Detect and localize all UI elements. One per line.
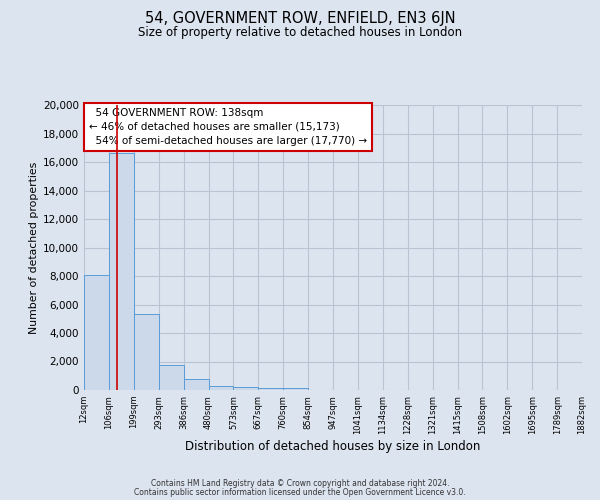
Bar	[109, 154, 134, 390]
Bar	[233, 387, 259, 390]
Text: Contains HM Land Registry data © Crown copyright and database right 2024.: Contains HM Land Registry data © Crown c…	[151, 479, 449, 488]
Bar	[283, 388, 308, 390]
Text: 54 GOVERNMENT ROW: 138sqm
← 46% of detached houses are smaller (15,173)
  54% of: 54 GOVERNMENT ROW: 138sqm ← 46% of detac…	[89, 108, 367, 146]
Bar	[159, 365, 184, 390]
Bar	[209, 386, 233, 390]
Text: 54, GOVERNMENT ROW, ENFIELD, EN3 6JN: 54, GOVERNMENT ROW, ENFIELD, EN3 6JN	[145, 11, 455, 26]
Bar	[84, 274, 109, 390]
Text: Size of property relative to detached houses in London: Size of property relative to detached ho…	[138, 26, 462, 39]
Bar	[184, 378, 209, 390]
Bar	[134, 314, 159, 390]
Bar	[259, 388, 283, 390]
Y-axis label: Number of detached properties: Number of detached properties	[29, 162, 39, 334]
Text: Contains public sector information licensed under the Open Government Licence v3: Contains public sector information licen…	[134, 488, 466, 497]
X-axis label: Distribution of detached houses by size in London: Distribution of detached houses by size …	[185, 440, 481, 452]
